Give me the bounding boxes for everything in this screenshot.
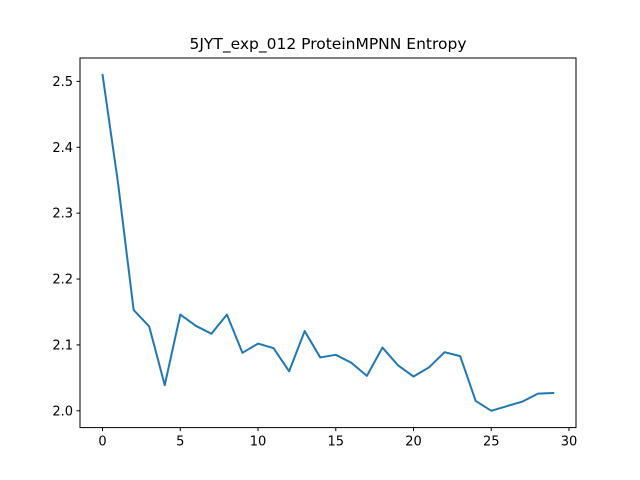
y-tick-label: 2.1 xyxy=(52,338,73,353)
x-tick-label: 5 xyxy=(176,435,184,450)
y-tick-label: 2.4 xyxy=(52,141,73,156)
chart-title: 5JYT_exp_012 ProteinMPNN Entropy xyxy=(189,35,466,54)
plot-frame xyxy=(79,57,577,429)
x-tick-label: 0 xyxy=(98,435,106,450)
y-tick-label: 2.0 xyxy=(52,404,73,419)
y-tick-label: 2.2 xyxy=(52,273,73,288)
x-tick-label: 25 xyxy=(483,435,500,450)
x-tick-label: 15 xyxy=(328,435,345,450)
y-tick-label: 2.5 xyxy=(52,75,73,90)
x-tick-label: 20 xyxy=(405,435,422,450)
y-tick-label: 2.3 xyxy=(52,207,73,222)
series-line xyxy=(101,73,555,412)
x-tick-label: 10 xyxy=(250,435,267,450)
x-tick-label: 30 xyxy=(561,435,578,450)
